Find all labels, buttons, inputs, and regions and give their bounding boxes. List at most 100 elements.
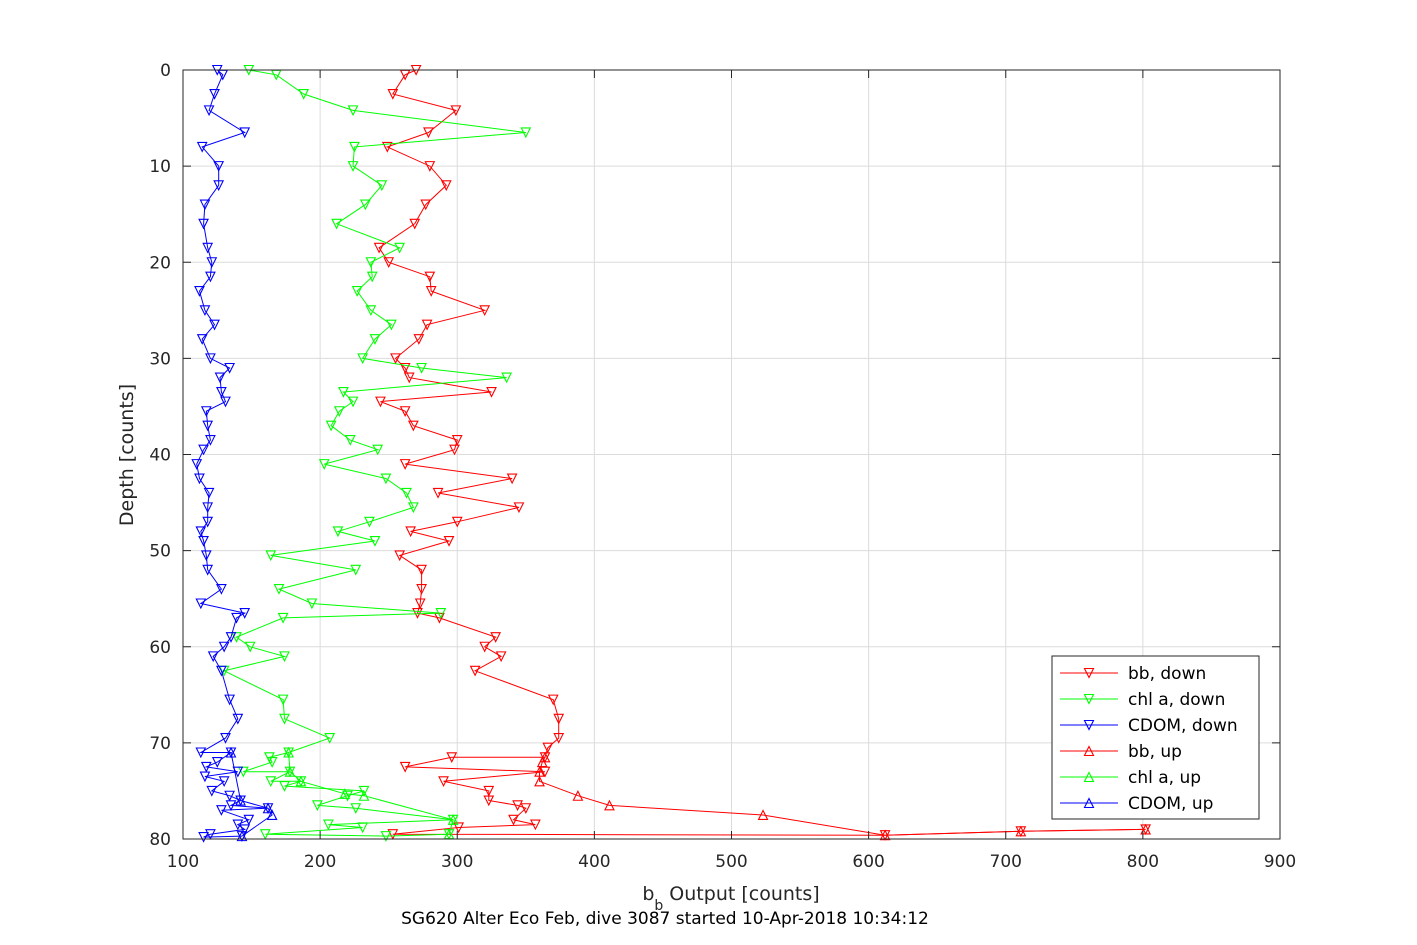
legend-item-cdom-down: CDOM, down: [1060, 716, 1238, 736]
data-point: [386, 319, 397, 331]
data-point: [381, 141, 393, 153]
data-point: [469, 665, 481, 677]
data-point: [324, 733, 336, 744]
data-point: [416, 564, 427, 576]
data-point: [243, 814, 255, 826]
data-point: [394, 242, 406, 254]
data-point: [225, 632, 237, 643]
x-tick-label: 400: [578, 852, 610, 872]
data-point: [542, 742, 554, 754]
data-point: [401, 487, 412, 499]
data-point: [513, 502, 525, 514]
y-tick-label: 60: [149, 638, 171, 658]
data-point: [205, 353, 216, 365]
data-point: [479, 641, 491, 653]
data-point: [508, 814, 519, 826]
data-point: [347, 161, 359, 172]
data-point: [483, 785, 495, 797]
data-point: [483, 795, 495, 807]
data-point: [216, 584, 227, 595]
data-point: [284, 765, 296, 777]
series-line: [230, 752, 273, 837]
data-point: [214, 372, 226, 384]
data-point: [339, 788, 351, 799]
data-point: [244, 641, 256, 653]
data-point: [357, 353, 369, 365]
data-point: [424, 271, 436, 283]
data-point: [199, 199, 211, 211]
data-point: [207, 651, 219, 663]
data-point: [342, 790, 353, 802]
data-point: [506, 473, 518, 485]
legend-item-bb-up: bb, up: [1060, 742, 1182, 762]
data-point: [195, 598, 207, 610]
legend-label: CDOM, up: [1128, 794, 1213, 814]
data-point: [453, 822, 465, 834]
y-tick-label: 70: [149, 734, 171, 754]
legend-item-chl-a-up: chl a, up: [1060, 768, 1201, 788]
data-point: [344, 435, 356, 446]
data-point: [202, 420, 214, 432]
data-point: [879, 829, 891, 841]
data-point: [194, 473, 205, 485]
data-point: [446, 752, 458, 764]
data-point: [412, 608, 423, 619]
data-point: [195, 747, 207, 759]
data-point: [203, 105, 215, 117]
data-point: [239, 824, 251, 836]
data-point: [279, 651, 290, 663]
data-point: [534, 775, 545, 787]
data-point: [213, 180, 225, 192]
data-point: [512, 800, 523, 812]
y-tick-label: 80: [149, 830, 171, 850]
data-point: [534, 765, 545, 777]
data-point: [451, 516, 463, 528]
series-line: [378, 69, 1146, 836]
y-tick-label: 50: [149, 542, 171, 562]
data-point: [236, 830, 248, 842]
data-point: [213, 161, 225, 172]
y-tick-label: 10: [149, 157, 171, 177]
series-bb-up: [534, 751, 1152, 841]
data-point: [369, 334, 381, 345]
data-point: [206, 257, 218, 268]
data-point: [224, 694, 236, 706]
data-point: [486, 386, 497, 398]
data-point: [205, 271, 216, 283]
legend-box: [1051, 655, 1260, 820]
data-point: [443, 535, 455, 547]
data-point: [407, 420, 419, 432]
data-point: [399, 761, 411, 773]
data-point: [420, 199, 432, 211]
data-point: [277, 694, 289, 706]
data-point: [451, 435, 463, 446]
data-point: [218, 776, 230, 788]
data-point: [347, 105, 359, 117]
data-point: [432, 487, 444, 499]
data-point: [399, 459, 411, 470]
legend-item-cdom-up: CDOM, up: [1060, 794, 1213, 814]
data-point: [414, 598, 426, 610]
data-point: [202, 502, 214, 514]
data-point: [390, 353, 401, 365]
data-point: [295, 775, 307, 787]
data-point: [231, 632, 242, 643]
data-point: [209, 319, 220, 331]
y-tick-label: 0: [160, 61, 171, 81]
data-point: [424, 161, 436, 172]
legend-marker: [1083, 745, 1095, 757]
x-tick-label: 300: [441, 852, 473, 872]
data-point: [399, 362, 411, 374]
legend-item-bb-down: bb, down: [1060, 664, 1206, 684]
data-point: [407, 502, 419, 514]
data-point: [206, 785, 218, 797]
data-point: [198, 444, 209, 456]
data-point: [495, 651, 507, 663]
data-point: [553, 733, 565, 744]
series-line: [288, 752, 454, 835]
data-point: [220, 396, 231, 408]
dive-caption: SG620 Alter Eco Feb, dive 3087 started 1…: [401, 909, 929, 929]
data-point: [604, 799, 615, 811]
data-point: [421, 319, 433, 331]
data-point: [200, 761, 212, 773]
